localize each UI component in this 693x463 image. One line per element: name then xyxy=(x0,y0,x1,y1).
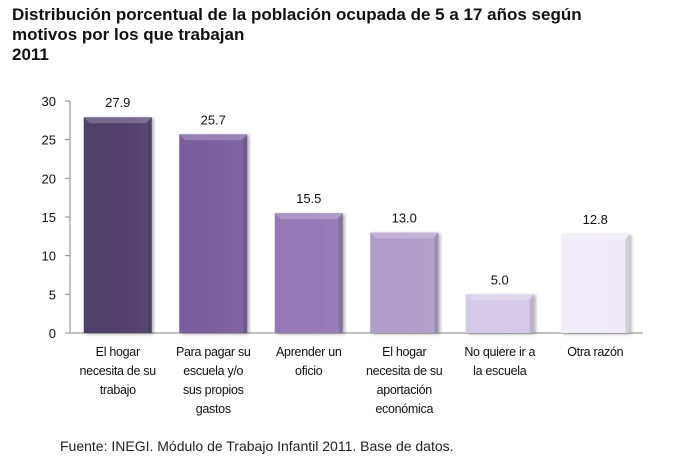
category-label: Para pagar su escuela y/o sus propios gasto… xyxy=(163,343,263,419)
category-label-line: económica xyxy=(375,402,434,416)
category-label-line: aportación xyxy=(376,383,433,397)
y-tick-label: 0 xyxy=(49,326,56,341)
bars xyxy=(83,117,630,334)
category-label-line: oficio xyxy=(295,364,323,378)
category-label: Aprender un oficio xyxy=(259,343,359,381)
data-label: 15.5 xyxy=(296,191,321,206)
category-label-line: escuela y/o xyxy=(183,364,244,378)
category-label: El hogar necesita de su aportación económic… xyxy=(354,343,454,419)
category-label-line: trabajo xyxy=(99,383,136,397)
bar-side xyxy=(625,234,630,333)
data-label: 13.0 xyxy=(392,210,417,225)
y-tick-label: 30 xyxy=(42,94,56,109)
category-label-line: Aprender un xyxy=(276,345,342,359)
chart-title-line-2: motivos por los que trabajan xyxy=(12,25,245,44)
category-label-line: necesita de su xyxy=(79,364,157,378)
bar-bevel xyxy=(274,213,343,220)
bar xyxy=(274,213,343,333)
bar xyxy=(370,232,439,333)
bar-group xyxy=(179,134,248,333)
category-label-line: No quiere ir a xyxy=(464,345,536,359)
category-label-line: El hogar xyxy=(95,345,140,359)
category-label: Otra razón xyxy=(545,343,645,362)
y-tick-label: 25 xyxy=(42,133,56,148)
bar xyxy=(465,294,534,333)
bar-side xyxy=(338,213,343,333)
category-label-line: gastos xyxy=(195,402,231,416)
data-label: 5.0 xyxy=(491,272,509,287)
category-label-line: Para pagar su xyxy=(175,345,251,359)
bar-group xyxy=(274,213,343,333)
bar-bevel xyxy=(465,294,534,301)
axes: 0 5 10 15 20 25 30 xyxy=(42,94,643,341)
data-labels: 27.9 25.7 15.5 13.0 5.0 12.8 xyxy=(105,95,608,287)
bar-side xyxy=(529,294,534,333)
category-label: No quiere ir a la escuela xyxy=(450,343,550,381)
bar-bevel xyxy=(179,134,248,141)
bar-group xyxy=(83,117,152,334)
data-label: 25.7 xyxy=(201,112,226,127)
bar-bevel xyxy=(83,117,152,124)
bar xyxy=(561,234,630,333)
category-label-line: necesita de su xyxy=(366,364,443,378)
bar-bevel xyxy=(370,232,439,239)
category-label-line: El hogar xyxy=(382,345,427,359)
source-note: Fuente: INEGI. Módulo de Trabajo Infanti… xyxy=(60,438,454,454)
bar-side xyxy=(243,134,248,333)
y-tick-label: 5 xyxy=(49,287,56,302)
bar-group xyxy=(465,294,534,333)
bar xyxy=(83,117,152,334)
chart-title-line-1: Distribución porcentual de la población … xyxy=(12,5,582,24)
bar-group xyxy=(561,234,630,333)
category-label-line: la escuela xyxy=(473,364,527,378)
chart-title-line-3: 2011 xyxy=(12,45,49,64)
category-label-line: Otra razón xyxy=(567,345,624,359)
data-label: 12.8 xyxy=(583,212,608,227)
bar-bevel xyxy=(561,234,630,241)
data-label: 27.9 xyxy=(105,95,130,110)
category-label-line: sus propios xyxy=(182,383,244,397)
y-tick-label: 10 xyxy=(42,249,56,264)
chart-title: Distribución porcentual de la población … xyxy=(12,5,582,65)
bar-side xyxy=(147,117,152,334)
bar xyxy=(179,134,248,333)
y-tick-label: 15 xyxy=(42,210,56,225)
bar-group xyxy=(370,232,439,333)
category-label: El hogar necesita de su trabajo xyxy=(68,343,168,400)
y-tick-label: 20 xyxy=(42,171,56,186)
bar-side xyxy=(434,232,439,333)
